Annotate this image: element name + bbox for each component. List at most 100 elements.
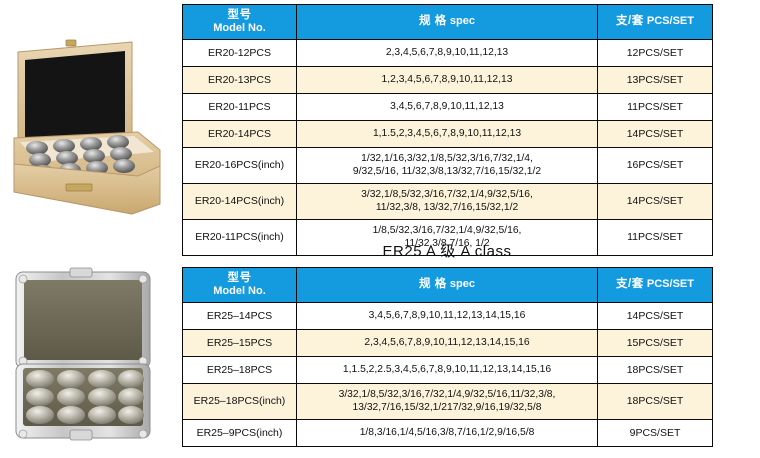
aluminium-collet-case-photo <box>8 258 171 450</box>
column-header-model: 型号 Model No. <box>182 267 297 303</box>
column-header-spec: 规 格 spec <box>296 267 598 303</box>
table-row: ER20-12PCS 2,3,4,5,6,7,8,9,10,11,12,13 12P… <box>182 39 713 67</box>
collet <box>57 388 85 406</box>
er20-table-header: 型号 Model No. 规 格 spec 支/套 PCS/SET <box>182 4 713 40</box>
spec-line: 3,4,5,6,7,8,9,10,11,12,13,14,15,16 <box>368 309 526 321</box>
table-row: ER20-11PCS(inch) 1/8,5/32,3/16,7/32,1/4,9… <box>182 219 713 256</box>
cell-pcs-per-set: 12PCS/SET <box>597 39 713 67</box>
table-row: ER25–9PCS(inch) 1/8,3/16,1/4,5/16,3/8,7/1… <box>182 419 713 447</box>
column-header-pcs: 支/套 PCS/SET <box>597 4 713 40</box>
collet <box>83 149 105 163</box>
cell-model-no: ER25–15PCS <box>182 329 297 357</box>
column-header-model-cn: 型号 <box>227 271 252 284</box>
box-latch <box>65 183 93 192</box>
collet <box>26 388 54 406</box>
table-row: ER25–18PCS 1,1.5,2,2.5,3,4,5,6,7,8,9,10,1… <box>182 356 713 384</box>
cell-pcs-per-set: 11PCS/SET <box>597 219 713 256</box>
spec-line: 1,2,3,4,5,6,7,8,9,10,11,12,13 <box>381 73 513 85</box>
case-latch-bottom <box>69 429 93 441</box>
cell-model-no: ER20-11PCS <box>182 93 297 121</box>
spec-line: 1/8,5/32,3/16,7/32,1/4,9/32,5/16, <box>372 225 522 237</box>
table-row: ER20-14PCS 1,1.5,2,3,4,5,6,7,8,9,10,11,12… <box>182 120 713 148</box>
collet <box>26 370 54 388</box>
column-header-pcs-en: PCS/SET <box>646 15 694 28</box>
cell-pcs-per-set: 9PCS/SET <box>597 419 713 447</box>
column-header-pcs: 支/套 PCS/SET <box>597 267 713 303</box>
collet <box>88 406 116 424</box>
collet <box>110 147 132 161</box>
column-header-model-en: Model No. <box>213 22 266 35</box>
cell-spec: 1,2,3,4,5,6,7,8,9,10,11,12,13 <box>296 66 598 94</box>
cell-pcs-per-set: 16PCS/SET <box>597 147 713 184</box>
cell-model-no: ER20-12PCS <box>182 39 297 67</box>
spec-line: 2,3,4,5,6,7,8,9,10,11,12,13 <box>385 46 509 58</box>
column-header-pcs-cn: 支/套 <box>616 278 644 291</box>
cell-pcs-per-set: 18PCS/SET <box>597 383 713 420</box>
spec-line: 11/32,3/8, 13/32,7/16,15/32,1/2 <box>375 201 519 213</box>
spec-line: 9/32,5/16, 11/32,3/8,13/32,7/16,15/32,1/… <box>352 165 542 177</box>
spec-line: 1,1.5,2,3,4,5,6,7,8,9,10,11,12,13 <box>372 127 522 139</box>
cell-pcs-per-set: 14PCS/SET <box>597 302 713 330</box>
cell-pcs-per-set: 15PCS/SET <box>597 329 713 357</box>
section-title-er25: ER25 A 级 A class <box>382 243 512 260</box>
collet <box>88 370 116 388</box>
cell-model-no: ER20-11PCS(inch) <box>182 219 297 256</box>
column-header-pcs-en: PCS/SET <box>646 278 694 291</box>
cell-model-no: ER25–18PCS(inch) <box>182 383 297 420</box>
cell-model-no: ER25–9PCS(inch) <box>182 419 297 447</box>
cell-model-no: ER25–14PCS <box>182 302 297 330</box>
spec-line: 3,4,5,6,7,8,9,10,11,12,13 <box>390 100 504 112</box>
cell-model-no: ER20-13PCS <box>182 66 297 94</box>
collet <box>107 135 129 149</box>
case-base <box>15 363 151 441</box>
table-header-row: 型号 Model No. 规 格 spec 支/套 PCS/SET <box>182 267 713 303</box>
table-row: ER20-14PCS(inch) 3/32,1/8,5/32,3/16,7/32,… <box>182 183 713 220</box>
spec-line: 11/32,3/8,7/16, 1/2 <box>404 237 490 249</box>
collet <box>118 388 144 406</box>
collet <box>80 137 102 151</box>
er25-table-header: 型号 Model No. 规 格 spec 支/套 PCS/SET <box>182 267 713 303</box>
table-header-row: 型号 Model No. 规 格 spec 支/套 PCS/SET <box>182 4 713 40</box>
cell-spec: 3,4,5,6,7,8,9,10,11,12,13,14,15,16 <box>296 302 598 330</box>
spec-line: 3/32,1/8,5/32,3/16,7/32,1/4,9/32,5/16, <box>361 189 533 201</box>
cell-spec: 2,3,4,5,6,7,8,9,10,11,12,13,14,15,16 <box>296 329 598 357</box>
collet <box>57 406 85 424</box>
column-header-spec-en: spec <box>449 278 475 291</box>
cell-spec: 1,1.5,2,3,4,5,6,7,8,9,10,11,12,13 <box>296 120 598 148</box>
collet <box>29 153 51 167</box>
spec-line: 13/32,7/16,15/32,1/217/32,9/16,19/32,5/8 <box>352 401 542 413</box>
table-row: ER20-16PCS(inch) 1/32,1/16,3/32,1/8,5/32,… <box>182 147 713 184</box>
column-header-spec-cn: 规 格 <box>419 278 447 291</box>
wooden-collet-box-photo <box>8 14 171 219</box>
cell-model-no: ER20-14PCS <box>182 120 297 148</box>
cell-model-no: ER20-14PCS(inch) <box>182 183 297 220</box>
table-row: ER20-11PCS 3,4,5,6,7,8,9,10,11,12,13 11PCS… <box>182 93 713 121</box>
er20-table-body: ER20-12PCS 2,3,4,5,6,7,8,9,10,11,12,13 12P… <box>182 39 713 256</box>
spec-line: 3/32,1/8,5/32,3/16,7/32,1/4,9/32,5/16,11… <box>338 389 556 401</box>
column-header-model-cn: 型号 <box>227 8 252 21</box>
table-row: ER25–15PCS 2,3,4,5,6,7,8,9,10,11,12,13,14… <box>182 329 713 357</box>
case-latch-top <box>69 267 93 278</box>
er25-spec-table: 型号 Model No. 规 格 spec 支/套 PCS/SET ER25–1… <box>182 267 713 447</box>
cell-pcs-per-set: 18PCS/SET <box>597 356 713 384</box>
er25-table-body: ER25–14PCS 3,4,5,6,7,8,9,10,11,12,13,14,1… <box>182 302 713 447</box>
spec-line: 1,1.5,2,2.5,3,4,5,6,7,8,9,10,11,12,13,14… <box>342 363 552 375</box>
collet <box>118 406 144 424</box>
table-row: ER25–14PCS 3,4,5,6,7,8,9,10,11,12,13,14,1… <box>182 302 713 330</box>
cell-spec: 1,1.5,2,2.5,3,4,5,6,7,8,9,10,11,12,13,14… <box>296 356 598 384</box>
cell-spec: 1/8,3/16,1/4,5/16,3/8,7/16,1/2,9/16,5/8 <box>296 419 598 447</box>
spec-line: 1/8,3/16,1/4,5/16,3/8,7/16,1/2,9/16,5/8 <box>359 426 535 438</box>
cell-pcs-per-set: 14PCS/SET <box>597 183 713 220</box>
case-lid <box>15 267 151 369</box>
spec-line: 2,3,4,5,6,7,8,9,10,11,12,13,14,15,16 <box>364 336 530 348</box>
collet-grid <box>26 370 144 424</box>
table-row: ER25–18PCS(inch) 3/32,1/8,5/32,3/16,7/32,… <box>182 383 713 420</box>
spec-line: 1/32,1/16,3/32,1/8,5/32,3/16,7/32,1/4, <box>361 153 533 165</box>
box-base <box>13 131 161 215</box>
table-row: ER20-13PCS 1,2,3,4,5,6,7,8,9,10,11,12,13 1… <box>182 66 713 94</box>
column-header-model: 型号 Model No. <box>182 4 297 40</box>
collet <box>26 406 54 424</box>
box-lid <box>17 39 133 147</box>
cell-model-no: ER25–18PCS <box>182 356 297 384</box>
cell-spec: 3/32,1/8,5/32,3/16,7/32,1/4,9/32,5/16,11… <box>296 183 598 220</box>
